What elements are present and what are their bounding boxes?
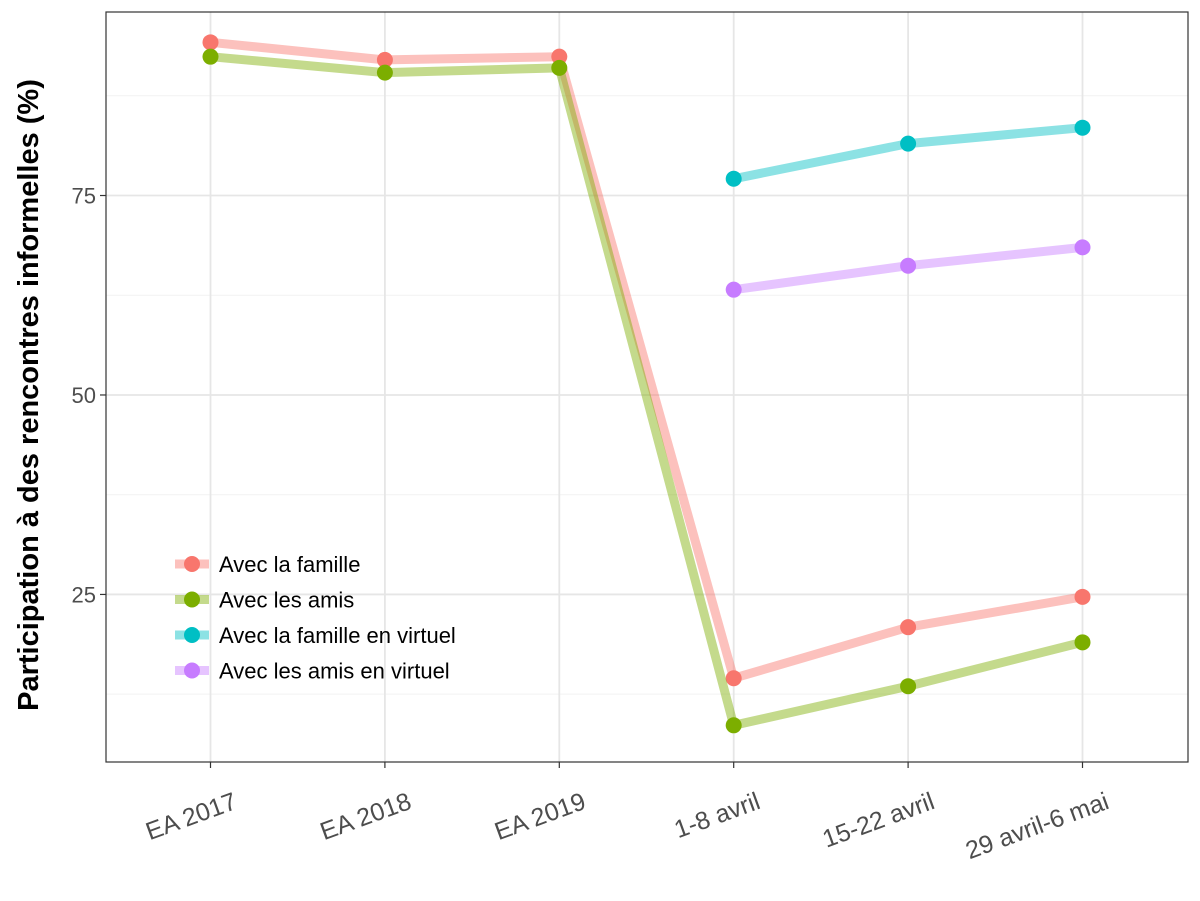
legend: Avec la famille Avec les amis Avec la fami… <box>175 552 456 684</box>
legend-key-point <box>184 627 200 643</box>
data-point <box>202 34 219 51</box>
series-0 <box>202 34 1091 687</box>
data-point <box>725 281 742 298</box>
legend-label: Avec les amis en virtuel <box>219 659 450 684</box>
axes: 25 50 75 EA 2017 EA 2018 EA 2019 1-8 avril 15-2… <box>72 184 1113 865</box>
data-point <box>1074 239 1091 256</box>
data-point <box>1074 634 1091 651</box>
legend-label: Avec la famille <box>219 552 360 577</box>
series-layer <box>202 34 1091 734</box>
series-1 <box>202 48 1091 734</box>
x-tick-label: 15-22 avril <box>819 787 938 853</box>
x-tick-label: EA 2018 <box>317 787 415 846</box>
data-point <box>551 48 568 65</box>
legend-item: Avec la famille <box>175 552 360 577</box>
legend-key-point <box>184 591 200 608</box>
data-point <box>1074 119 1091 136</box>
x-tick-label: 1-8 avril <box>671 787 764 844</box>
legend-item: Avec les amis <box>175 588 354 613</box>
legend-key-point <box>184 556 200 572</box>
data-point <box>1074 588 1091 605</box>
legend-key-point <box>184 662 200 679</box>
data-point <box>900 678 917 695</box>
series-line <box>206 52 1087 730</box>
legend-item: Avec la famille en virtuel <box>175 623 456 648</box>
data-point <box>725 670 742 687</box>
data-point <box>202 48 219 65</box>
x-tick-label: EA 2019 <box>491 787 589 846</box>
series-2 <box>725 119 1091 187</box>
data-point <box>551 59 568 76</box>
y-tick-label: 75 <box>72 184 96 209</box>
series-3 <box>725 239 1091 298</box>
data-point <box>900 257 917 274</box>
data-point <box>725 717 742 734</box>
y-axis-title: Participation à des rencontres informell… <box>13 79 45 711</box>
legend-item: Avec les amis en virtuel <box>175 659 450 684</box>
data-point <box>900 135 917 152</box>
data-point <box>376 64 393 81</box>
legend-label: Avec les amis <box>219 588 354 613</box>
data-point <box>725 170 742 187</box>
y-tick-label: 50 <box>72 383 96 408</box>
x-tick-label: EA 2017 <box>142 787 240 846</box>
y-tick-label: 25 <box>72 582 96 607</box>
data-point <box>900 619 917 636</box>
data-point <box>376 51 393 68</box>
series-line <box>206 37 1087 683</box>
plot-panel-border <box>105 11 1189 763</box>
x-tick-label: 29 avril-6 mai <box>962 787 1113 865</box>
legend-label: Avec la famille en virtuel <box>219 623 456 648</box>
